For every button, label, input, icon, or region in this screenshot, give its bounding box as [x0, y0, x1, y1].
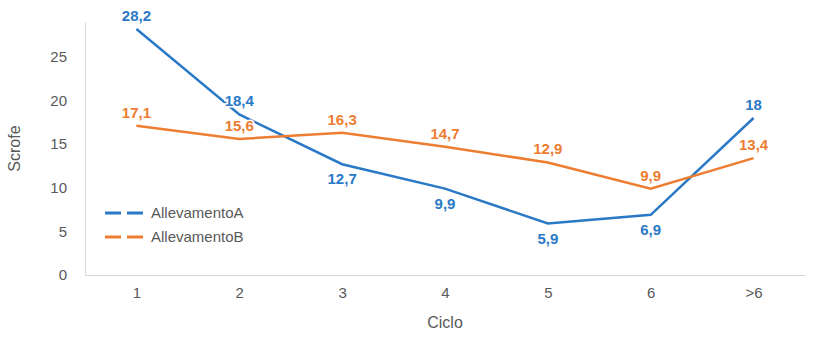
data-label: 15,6: [225, 117, 254, 134]
y-tick: 5: [59, 223, 85, 240]
x-tick-label: 6: [647, 284, 655, 301]
legend-label: AllevamentoB: [151, 228, 244, 245]
data-label: 17,1: [122, 104, 151, 121]
x-tick: 1: [133, 275, 141, 301]
x-tick-label: 4: [441, 284, 449, 301]
y-tick-label: 15: [50, 135, 67, 152]
data-label: 6,9: [640, 221, 661, 238]
y-tick-label: 0: [59, 266, 67, 283]
data-label: 9,9: [435, 195, 456, 212]
y-tick: 25: [50, 48, 85, 65]
x-tick: 6: [647, 275, 655, 301]
x-tick-label: 1: [133, 284, 141, 301]
x-axis: 1 2 3 4 5 6 >6: [86, 275, 806, 301]
y-axis: 0 5 10 15 20 25: [50, 23, 85, 284]
y-axis-title: Scrofe: [6, 125, 23, 171]
y-tick: 10: [50, 179, 85, 196]
data-label: 18: [745, 96, 762, 113]
y-tick-label: 10: [50, 179, 67, 196]
x-axis-title: Ciclo: [427, 314, 463, 331]
y-tick-label: 5: [59, 223, 67, 240]
y-tick: 15: [50, 135, 85, 152]
data-label: 14,7: [430, 125, 459, 142]
chart: 0 5 10 15 20 25 1 2 3 4 5 6 >6 Ciclo Scrofe 28,2 18,4 12,…: [0, 0, 820, 338]
y-tick: 0: [59, 266, 85, 283]
x-tick-label: 3: [338, 284, 346, 301]
plot-area: [136, 29, 753, 224]
x-tick: 3: [338, 275, 346, 301]
data-label: 18,4: [225, 92, 255, 109]
data-label: 28,2: [122, 7, 151, 24]
x-axis-line: [86, 275, 806, 276]
x-tick: 2: [236, 275, 244, 301]
series-line: [136, 29, 753, 224]
x-tick: 5: [544, 275, 552, 301]
y-tick: 20: [50, 92, 85, 109]
x-tick-label: 5: [544, 284, 552, 301]
data-label: 16,3: [328, 111, 357, 128]
y-tick-label: 20: [50, 92, 67, 109]
x-tick: >6: [746, 275, 763, 301]
legend-label: AllevamentoA: [151, 204, 244, 221]
y-axis-line: [85, 23, 86, 276]
data-label: 12,7: [328, 170, 357, 187]
data-label: 9,9: [640, 167, 661, 184]
x-tick: 4: [441, 275, 449, 301]
data-label: 5,9: [537, 230, 558, 247]
x-tick-label: >6: [746, 284, 763, 301]
legend: AllevamentoA AllevamentoB: [105, 204, 244, 245]
legend-swatch: [105, 212, 143, 215]
legend-swatch: [105, 236, 143, 239]
data-label: 12,9: [533, 140, 562, 157]
data-labels: 28,2 18,4 12,7 9,9 5,9 6,9 18 17,1 15,6 16,3 14,7 1…: [122, 7, 769, 247]
data-label: 13,4: [739, 136, 769, 153]
x-tick-label: 2: [236, 284, 244, 301]
y-tick-label: 25: [50, 48, 67, 65]
